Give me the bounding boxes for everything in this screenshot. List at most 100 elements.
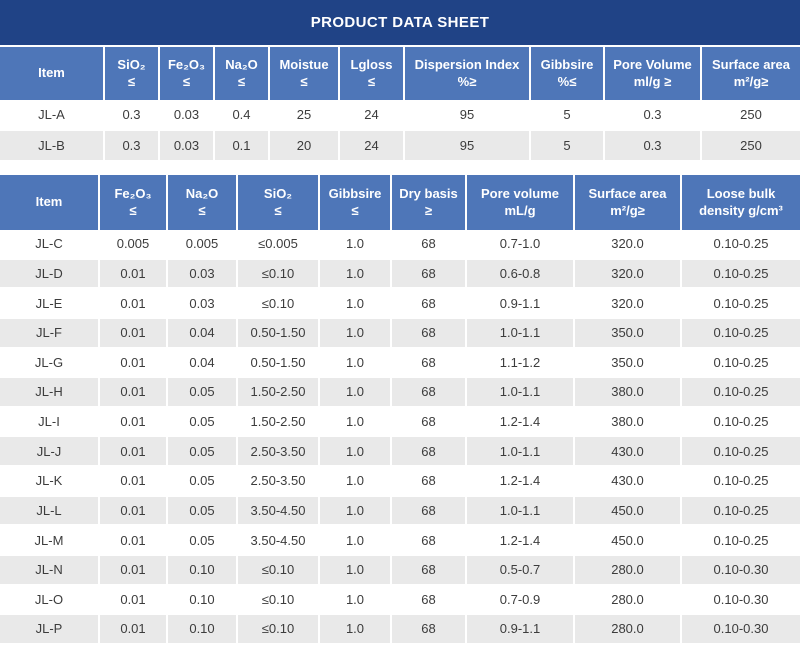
header-line2: mL/g — [504, 202, 536, 218]
table-cell: 1.50-2.50 — [238, 378, 320, 406]
header-line2: ≤ — [129, 202, 137, 218]
header-line2: ≤ — [367, 73, 376, 89]
header-line1: Item — [35, 194, 63, 210]
table-cell: 0.10-0.25 — [713, 325, 769, 341]
table2-header-cell-1: Fe₂O₃ ≤ — [100, 175, 168, 230]
table-cell: 450.0 — [575, 526, 682, 554]
table-cell: 68 — [392, 437, 467, 465]
item-cell: JL-H — [0, 378, 100, 406]
spec-table-1: Item SiO₂ ≤ Fe₂O₃ ≤ Na₂O ≤ Moistue ≤ Lgloss ≤ Dispe… — [0, 47, 800, 162]
table-cell: ≤0.10 — [238, 289, 320, 317]
header-line1: Pore Volume — [613, 56, 692, 72]
table-cell: 0.01 — [100, 348, 168, 377]
table-cell: 0.10-0.25 — [713, 532, 769, 548]
table2-header-cell-5: Dry basis ≥ — [392, 175, 467, 230]
table-cell: 1.0 — [320, 437, 392, 465]
header-line2: m²/g≥ — [733, 73, 769, 89]
item-cell: JL-A — [0, 100, 105, 129]
table2-row-JL-P: JL-P 0.01 0.10 ≤0.10 1.0 68 0.9-1.1 280.0 0.10-0… — [0, 615, 800, 645]
table1-row-JL-B: JL-B 0.3 0.03 0.1 20 24 95 5 0.3 250 — [0, 131, 800, 162]
header-line2: ≤ — [237, 73, 246, 89]
table-cell: 0.10-0.25 — [713, 384, 769, 400]
table2-row-JL-J: JL-J 0.01 0.05 2.50-3.50 1.0 68 1.0-1.1 430.0 0.… — [0, 437, 800, 467]
item-cell: JL-P — [0, 615, 100, 643]
table-cell: 2.50-3.50 — [238, 437, 320, 465]
table2-row-JL-H: JL-H 0.01 0.05 1.50-2.50 1.0 68 1.0-1.1 380.0 0.… — [0, 378, 800, 408]
table-cell: 350.0 — [575, 318, 682, 347]
table2-row-JL-G: JL-G 0.01 0.04 0.50-1.50 1.0 68 1.1-1.2 350.0 0.… — [0, 348, 800, 379]
item-cell: JL-K — [0, 467, 100, 495]
table-cell: 2.50-3.50 — [238, 467, 320, 495]
table-cell: 1.0 — [320, 615, 392, 643]
header-line2: %≤ — [557, 73, 577, 89]
table-cell: 0.05 — [168, 496, 238, 525]
table-cell: 0.05 — [168, 526, 238, 554]
table-cell: 0.05 — [168, 437, 238, 465]
table-cell: 0.03 — [160, 100, 215, 129]
table-cell: 68 — [392, 467, 467, 495]
table-cell: 0.01 — [100, 496, 168, 525]
table-cell: 68 — [392, 407, 467, 436]
table-cell: 1.0 — [320, 407, 392, 436]
table-cell: 1.0 — [320, 289, 392, 317]
item-cell: JL-M — [0, 526, 100, 554]
table2-row-JL-O: JL-O 0.01 0.10 ≤0.10 1.0 68 0.7-0.9 280.0 0.10-0… — [0, 585, 800, 616]
table-cell: 95 — [405, 100, 531, 129]
table-cell: 1.0 — [320, 585, 392, 614]
title-bar: PRODUCT DATA SHEET — [0, 0, 800, 45]
table-cell: 0.01 — [100, 378, 168, 406]
table-cell: 0.10-0.25 — [713, 443, 769, 459]
table-cell: 250 — [740, 138, 762, 153]
table-cell: 0.04 — [168, 318, 238, 347]
table1-header-cell-9: Surface area m²/g≥ — [702, 47, 800, 100]
table-cell: 0.7-1.0 — [467, 230, 575, 258]
header-line1: SiO₂ — [263, 185, 293, 201]
item-cell: JL-N — [0, 555, 100, 584]
table-cell: 0.9-1.1 — [467, 289, 575, 317]
table-cell: 320.0 — [575, 230, 682, 258]
table-cell: 0.3 — [605, 100, 702, 129]
header-line2: ≤ — [127, 73, 136, 89]
spec-table-1-header-row: Item SiO₂ ≤ Fe₂O₃ ≤ Na₂O ≤ Moistue ≤ Lgloss ≤ Dispe… — [0, 47, 800, 100]
table-cell: 1.0 — [320, 555, 392, 584]
table-cell: 68 — [392, 526, 467, 554]
table-cell: ≤0.10 — [238, 585, 320, 614]
table-cell: 0.4 — [215, 100, 270, 129]
table-cell: 1.0 — [320, 230, 392, 258]
table-cell: 1.1-1.2 — [467, 348, 575, 377]
table-cell: 24 — [340, 131, 405, 160]
item-cell: JL-J — [0, 437, 100, 465]
table2-header-cell-8: Loose bulk density g/cm³ — [682, 175, 800, 230]
table-cell: 0.005 — [168, 230, 238, 258]
table-cell: 0.10 — [168, 615, 238, 643]
table1-header-cell-6: Dispersion Index %≥ — [405, 47, 531, 100]
header-line1: Lgloss — [350, 56, 393, 72]
table2-header-cell-0: Item — [0, 175, 100, 230]
table-cell: 0.10 — [168, 585, 238, 614]
table-cell: 1.0-1.1 — [467, 496, 575, 525]
table-cell: 0.3 — [605, 131, 702, 160]
table-cell: 0.1 — [215, 131, 270, 160]
table1-header-cell-8: Pore Volume ml/g ≥ — [605, 47, 702, 100]
header-line1: Na₂O — [225, 56, 258, 72]
table-cell: 68 — [392, 230, 467, 258]
header-line1: SiO₂ — [117, 56, 146, 72]
table-cell: 0.01 — [100, 318, 168, 347]
table2-header-cell-4: Gibbsire ≤ — [320, 175, 392, 230]
header-line1: Dispersion Index — [414, 56, 520, 72]
item-cell: JL-O — [0, 585, 100, 614]
spec-table-2: Item Fe₂O₃ ≤ Na₂O ≤ SiO₂ ≤ Gibbsire ≤ Dry basis ≥ P… — [0, 175, 800, 645]
header-line1: Gibbsire — [540, 56, 594, 72]
item-cell: JL-C — [0, 230, 100, 258]
table-cell: 0.05 — [168, 407, 238, 436]
table-cell: 250 — [740, 107, 762, 122]
table-cell: 5 — [531, 100, 605, 129]
table-cell: 0.03 — [168, 259, 238, 288]
table2-row-JL-F: JL-F 0.01 0.04 0.50-1.50 1.0 68 1.0-1.1 350.0 0.… — [0, 318, 800, 349]
table-cell: 1.0 — [320, 526, 392, 554]
table-cell: 0.10-0.25 — [713, 502, 769, 518]
table1-header-cell-4: Moistue ≤ — [270, 47, 340, 100]
table-cell: 0.10-0.30 — [713, 621, 769, 637]
table-cell: 0.10-0.30 — [713, 591, 769, 607]
table-cell: 430.0 — [575, 437, 682, 465]
